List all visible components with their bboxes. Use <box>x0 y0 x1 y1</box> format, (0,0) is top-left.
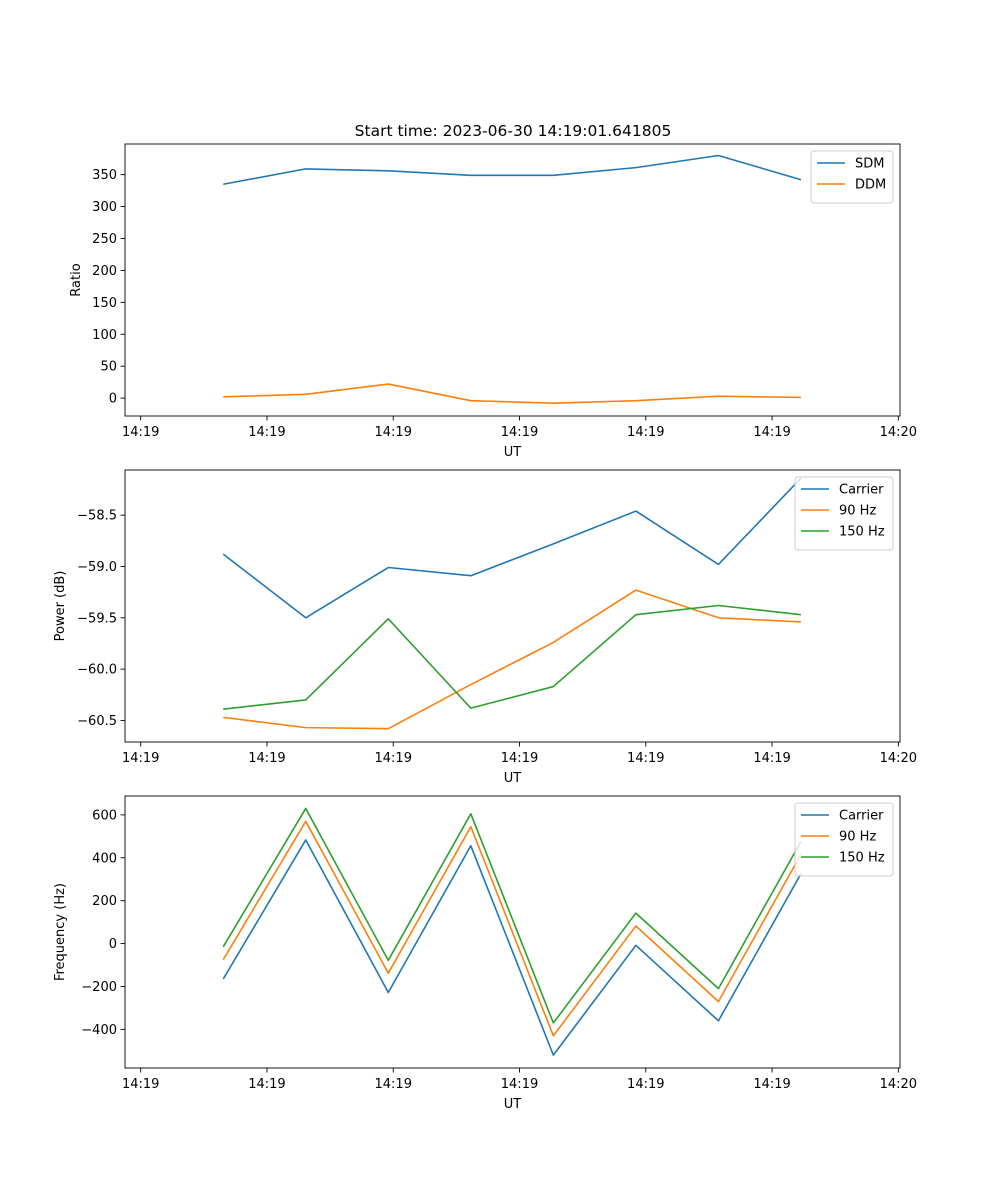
x-tick-label: 14:19 <box>122 425 159 440</box>
y-tick-label: 300 <box>92 200 117 215</box>
y-tick-label: −60.0 <box>77 663 117 678</box>
legend: Carrier 90 Hz 150 Hz <box>794 802 894 877</box>
y-tick-label: −59.0 <box>77 560 117 575</box>
x-axis-label: UT <box>504 771 522 786</box>
y-tick-label: −200 <box>81 980 117 995</box>
legend: Carrier 90 Hz 150 Hz <box>794 476 894 551</box>
series-line-150-hz <box>222 807 802 1024</box>
legend-label: 150 Hz <box>839 525 885 540</box>
y-tick-label: 400 <box>92 851 117 866</box>
legend-label: Carrier <box>839 809 884 824</box>
x-tick-label: 14:20 <box>880 1077 917 1092</box>
y-tick-label: −400 <box>81 1023 117 1038</box>
y-tick-label: 50 <box>100 360 117 375</box>
x-tick-label: 14:19 <box>501 751 538 766</box>
x-tick-label: 14:19 <box>753 425 790 440</box>
x-tick-label: 14:19 <box>627 751 664 766</box>
axes-frame <box>124 795 901 1069</box>
axes-frame <box>124 469 901 743</box>
chart-panel-3: 14:19 14:19 14:19 14:19 14:19 14:19 14:20 −400 −… <box>53 795 917 1112</box>
legend-label: DDM <box>855 178 886 193</box>
series-line-carrier <box>222 839 802 1056</box>
x-tick-label: 14:20 <box>880 425 917 440</box>
y-tick-label: 200 <box>92 264 117 279</box>
x-tick-label: 14:19 <box>501 425 538 440</box>
x-tick-label: 14:19 <box>375 1077 412 1092</box>
x-tick-label: 14:19 <box>501 1077 538 1092</box>
panels: 14:19 14:19 14:19 14:19 14:19 14:19 14:20 0 50 10… <box>53 143 917 1112</box>
y-tick-label: −60.5 <box>77 714 117 729</box>
series-line-ddm <box>223 383 801 405</box>
y-tick-label: −59.5 <box>77 611 117 626</box>
series-line-90-hz <box>222 820 802 1037</box>
y-tick-label: 150 <box>92 296 117 311</box>
y-tick-label: 200 <box>92 894 117 909</box>
chart-panel-2: 14:19 14:19 14:19 14:19 14:19 14:19 14:20 −60.5… <box>53 469 917 786</box>
series-line-90-hz <box>223 589 801 730</box>
series-line-sdm <box>223 154 802 186</box>
x-axis-label: UT <box>504 1097 522 1112</box>
chart-panel-1: 14:19 14:19 14:19 14:19 14:19 14:19 14:20 0 50 10… <box>69 143 917 460</box>
legend-label: 90 Hz <box>839 504 876 519</box>
axes-frame <box>124 143 901 417</box>
legend: SDM DDM <box>810 150 894 204</box>
y-axis-label: Frequency (Hz) <box>53 883 68 981</box>
series-line-150-hz <box>223 604 802 710</box>
x-tick-label: 14:19 <box>248 751 285 766</box>
x-tick-label: 14:19 <box>122 1077 159 1092</box>
legend-label: Carrier <box>839 483 884 498</box>
x-tick-label: 14:19 <box>753 1077 790 1092</box>
x-tick-label: 14:19 <box>248 425 285 440</box>
y-tick-label: 350 <box>92 168 117 183</box>
legend-label: 90 Hz <box>839 830 876 845</box>
legend-box <box>810 150 894 204</box>
x-tick-label: 14:19 <box>375 425 412 440</box>
y-tick-label: 0 <box>109 392 117 407</box>
y-tick-label: −58.5 <box>77 509 117 524</box>
y-axis-label: Ratio <box>69 263 84 296</box>
y-tick-label: 0 <box>109 937 117 952</box>
x-tick-label: 14:19 <box>753 751 790 766</box>
x-tick-label: 14:19 <box>248 1077 285 1092</box>
y-tick-label: 100 <box>92 328 117 343</box>
x-tick-label: 14:19 <box>627 425 664 440</box>
series-line-carrier <box>222 477 802 619</box>
y-axis-label: Power (dB) <box>53 571 68 642</box>
x-tick-label: 14:20 <box>880 751 917 766</box>
legend-label: SDM <box>855 157 884 172</box>
x-tick-label: 14:19 <box>122 751 159 766</box>
y-tick-label: 250 <box>92 232 117 247</box>
x-tick-label: 14:19 <box>627 1077 664 1092</box>
x-tick-label: 14:19 <box>375 751 412 766</box>
x-axis-label: UT <box>504 445 522 460</box>
figure-title: Start time: 2023-06-30 14:19:01.641805 <box>355 122 672 140</box>
legend-label: 150 Hz <box>839 851 885 866</box>
y-tick-label: 600 <box>92 808 117 823</box>
